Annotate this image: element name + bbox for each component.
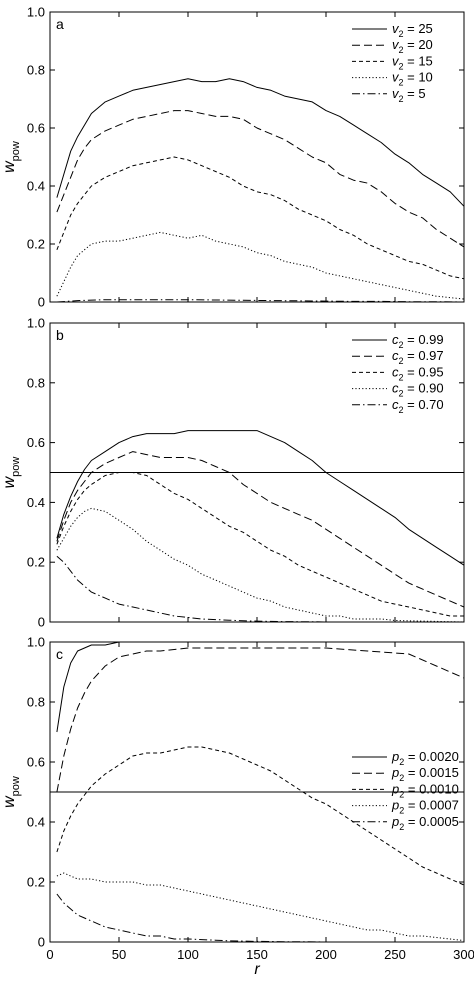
- series-line-0: [56, 78, 465, 207]
- y-axis-label: wpow: [1, 457, 22, 489]
- x-tick-label: 100: [177, 947, 199, 962]
- x-axis-label: r: [254, 961, 260, 978]
- plot-frame: [49, 11, 465, 303]
- svg-text:wpow: wpow: [1, 776, 22, 808]
- series-line-2: [56, 746, 465, 886]
- legend-label-4: c2 = 0.70: [392, 397, 444, 415]
- y-tick-label: 1.0: [27, 5, 45, 20]
- series-line-2: [56, 472, 464, 617]
- y-tick-label: 1.0: [27, 316, 45, 331]
- y-axis-label: wpow: [1, 141, 22, 173]
- panel-label: a: [56, 16, 64, 32]
- series-line-3: [56, 872, 465, 941]
- legend-label-1: v2 = 20: [392, 37, 433, 55]
- series-line-3: [56, 507, 465, 623]
- series-line-0: [56, 430, 465, 566]
- x-tick-label: 150: [246, 947, 268, 962]
- svg-text:wpow: wpow: [1, 141, 22, 173]
- panel-label: b: [56, 327, 64, 343]
- y-tick-label: 0: [38, 295, 45, 310]
- series-line-4: [56, 299, 465, 303]
- series-line-2: [56, 156, 465, 280]
- legend-label-1: c2 = 0.97: [392, 348, 444, 366]
- legend-label-3: c2 = 0.90: [392, 381, 444, 399]
- legend-label-2: c2 = 0.95: [392, 364, 444, 382]
- series-line-3: [56, 231, 465, 300]
- legend-label-4: v2 = 5: [392, 86, 426, 104]
- y-tick-label: 0.6: [27, 755, 45, 770]
- legend-label-1: p2 = 0.0015: [391, 765, 459, 783]
- y-tick-label: 0.6: [27, 435, 45, 450]
- x-tick-label: 200: [315, 947, 337, 962]
- svg-text:wpow: wpow: [1, 457, 22, 489]
- series-line-1: [56, 647, 465, 793]
- y-tick-label: 1.0: [27, 635, 45, 650]
- legend-label-0: c2 = 0.99: [392, 332, 444, 350]
- series-line-0: [56, 641, 464, 733]
- panel-label: c: [56, 646, 63, 662]
- series-line-1: [56, 110, 465, 248]
- x-tick-label: 50: [112, 947, 126, 962]
- y-tick-label: 0.2: [27, 555, 45, 570]
- y-tick-label: 0.8: [27, 695, 45, 710]
- legend-label-2: v2 = 15: [392, 53, 433, 71]
- x-tick-label: 250: [384, 947, 406, 962]
- y-tick-label: 0: [38, 615, 45, 630]
- x-tick-label: 0: [46, 947, 53, 962]
- y-tick-label: 0: [38, 935, 45, 950]
- legend-label-4: p2 = 0.0005: [391, 814, 459, 832]
- series-line-4: [56, 893, 464, 943]
- y-tick-label: 0.4: [27, 179, 45, 194]
- x-tick-label: 300: [453, 947, 474, 962]
- series-line-4: [56, 555, 464, 623]
- y-tick-label: 0.8: [27, 63, 45, 78]
- panel-c: 0 0.2 0.4 0.6 0.8 1.0 0 50 100 150 200 250 300 c wpow p…: [1, 635, 474, 963]
- legend-label-0: p2 = 0.0020: [391, 749, 459, 767]
- y-tick-label: 0.2: [27, 875, 45, 890]
- legend-label-3: p2 = 0.0007: [391, 798, 459, 816]
- legend-label-0: v2 = 25: [392, 21, 433, 39]
- series-line-1: [56, 451, 465, 608]
- y-tick-label: 0.6: [27, 121, 45, 136]
- legend-label-2: p2 = 0.0010: [391, 781, 459, 799]
- y-tick-label: 0.4: [27, 495, 45, 510]
- y-tick-label: 0.4: [27, 815, 45, 830]
- y-tick-label: 0.8: [27, 375, 45, 390]
- y-tick-label: 0.2: [27, 237, 45, 252]
- y-axis-label: wpow: [1, 776, 22, 808]
- legend-label-3: v2 = 10: [392, 70, 433, 88]
